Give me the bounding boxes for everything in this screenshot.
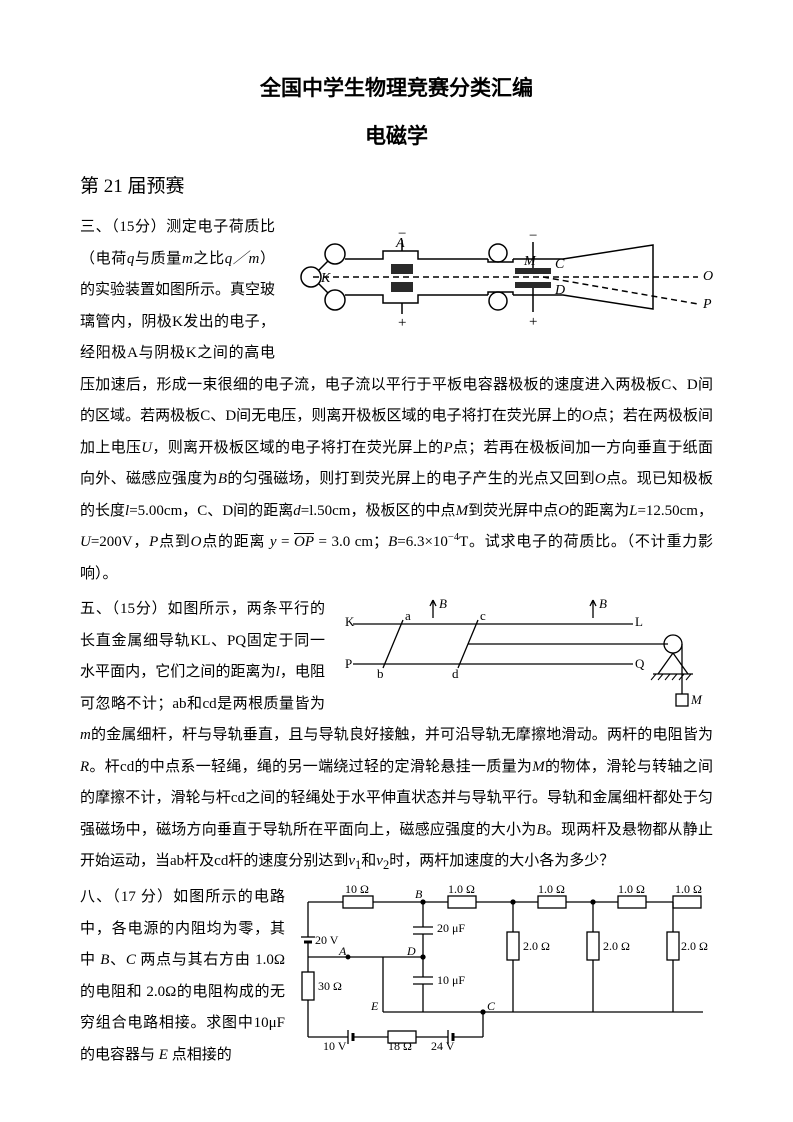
- q5-v2: v: [376, 853, 383, 869]
- fig3-D: D: [406, 944, 416, 958]
- figure-circuit: 10 Ω 1.0 Ω 1.0 Ω 1.0 Ω 1.0 Ω 20 V 20 μF …: [293, 882, 713, 1052]
- q3-t: =200V，: [91, 534, 149, 550]
- q3-P: P: [443, 440, 452, 456]
- q8-E: E: [159, 1047, 168, 1063]
- fig2-B2: B: [599, 596, 607, 611]
- q5-t: 和: [361, 853, 376, 869]
- fig1-minus-2: −: [529, 228, 537, 244]
- fig3-C20: 20 μF: [437, 921, 465, 935]
- q3-t: 与质量: [134, 251, 182, 267]
- fig1-plus-2: +: [529, 314, 537, 330]
- q3-O: O: [595, 471, 606, 487]
- fig3-R1b: 1.0 Ω: [538, 882, 565, 896]
- fig2-c: c: [480, 608, 486, 623]
- q3-t: =12.50cm，: [637, 503, 713, 519]
- fig1-label-C: C: [555, 257, 565, 272]
- figure-rails: K L P Q a b c d B B M: [333, 594, 713, 714]
- fig2-P: P: [345, 656, 352, 671]
- q8-t: 、: [109, 952, 125, 968]
- fig3-V24: 24 V: [431, 1039, 455, 1052]
- q3-O: O: [582, 408, 593, 424]
- fig1-label-M: M: [523, 254, 537, 269]
- q3-t: 之比: [193, 251, 225, 267]
- fig2-M: M: [690, 692, 703, 707]
- q5-t: 。杆cd的中点系一轻绳，绳的另一端绕过轻的定滑轮悬挂一质量为: [89, 759, 532, 775]
- q3-m: m: [182, 251, 193, 267]
- fig2-a: a: [405, 608, 411, 623]
- fig3-V20: 20 V: [315, 933, 339, 947]
- fig2-L: L: [635, 614, 643, 629]
- q3-P: P: [149, 534, 158, 550]
- fig2-K: K: [345, 614, 355, 629]
- q5-m: m: [80, 727, 91, 743]
- q3-t: 到荧光屏中点: [468, 503, 558, 519]
- question-5-block: K L P Q a b c d B B M 五、（15分）如图所示，两条平行的长…: [80, 594, 713, 878]
- fig2-b: b: [377, 666, 384, 681]
- fig1-label-O: O: [703, 269, 713, 284]
- q3-t: 的距离为: [569, 503, 629, 519]
- q3-t: = 3.0 cm；: [314, 534, 388, 550]
- q3-t: =5.00cm，C、D间的距离: [129, 503, 293, 519]
- q3-t: 点到: [158, 534, 190, 550]
- q3-y: y: [270, 534, 277, 550]
- fig1-label-D: D: [554, 283, 565, 298]
- fig3-R2a: 2.0 Ω: [523, 939, 550, 953]
- fig3-B: B: [415, 887, 423, 901]
- q5-t: 时，两杆加速度的大小各为多少？: [389, 853, 614, 869]
- q3-t: =6.3×10: [397, 534, 448, 550]
- fig3-C10: 10 μF: [437, 973, 465, 987]
- q3-O: O: [558, 503, 569, 519]
- fig1-label-P: P: [702, 297, 712, 312]
- q5-t: 的金属细杆，杆与导轨垂直，且与导轨良好接触，并可沿导轨无摩擦地滑动。两杆的电阻皆…: [91, 727, 713, 743]
- q3-M: M: [456, 503, 469, 519]
- fig3-R1c: 1.0 Ω: [618, 882, 645, 896]
- fig3-R1a: 1.0 Ω: [448, 882, 475, 896]
- q3-U: U: [80, 534, 91, 550]
- doc-title: 全国中学生物理竞赛分类汇编: [80, 68, 713, 110]
- q3-t: ，则离开极板区域的电子将打在荧光屏上的: [152, 440, 443, 456]
- q3-ratio: q／m: [225, 251, 260, 267]
- q3-B: B: [218, 471, 227, 487]
- q3-d: d: [293, 503, 301, 519]
- q3-t: =l.50cm，极板区的中点: [301, 503, 456, 519]
- q3-O: O: [191, 534, 202, 550]
- fig1-label-K: K: [320, 271, 331, 286]
- q3-t: 点的距离: [201, 534, 265, 550]
- q8-t: 点相接的: [168, 1047, 232, 1063]
- q3-U: U: [141, 440, 152, 456]
- section-heading: 第 21 届预赛: [80, 168, 713, 206]
- fig1-minus-1: −: [398, 226, 406, 242]
- fig3-R10: 10 Ω: [345, 882, 369, 896]
- fig3-R30: 30 Ω: [318, 979, 342, 993]
- doc-subtitle: 电磁学: [80, 116, 713, 158]
- fig2-Q: Q: [635, 656, 645, 671]
- figure-crt-tube: K A M C D O P − + − +: [283, 212, 713, 342]
- q8-C: C: [126, 952, 136, 968]
- question-3-block: K A M C D O P − + − + 三、（15分）测定电子荷质比（电荷q…: [80, 212, 713, 590]
- fig3-V10: 10 V: [323, 1039, 347, 1052]
- fig3-E: E: [370, 999, 379, 1013]
- fig3-R2b: 2.0 Ω: [603, 939, 630, 953]
- q3-t: 的匀强磁场，则打到荧光屏上的电子产生的光点又回到: [227, 471, 595, 487]
- q3-B: B: [388, 534, 397, 550]
- q5-B: B: [536, 822, 545, 838]
- q3-exp: −4: [448, 532, 459, 543]
- question-8-block: 10 Ω 1.0 Ω 1.0 Ω 1.0 Ω 1.0 Ω 20 V 20 μF …: [80, 882, 713, 1071]
- fig3-R2c: 2.0 Ω: [681, 939, 708, 953]
- q5-M: M: [532, 759, 545, 775]
- fig1-plus-1: +: [398, 315, 406, 331]
- q3-OP: OP: [294, 534, 314, 550]
- fig2-d: d: [452, 666, 459, 681]
- fig3-R18: 18 Ω: [388, 1039, 412, 1052]
- q5-v1: v: [348, 853, 355, 869]
- q5-R: R: [80, 759, 89, 775]
- fig3-R1d: 1.0 Ω: [675, 882, 702, 896]
- fig2-B1: B: [439, 596, 447, 611]
- fig3-C: C: [487, 999, 496, 1013]
- fig3-A: A: [338, 944, 347, 958]
